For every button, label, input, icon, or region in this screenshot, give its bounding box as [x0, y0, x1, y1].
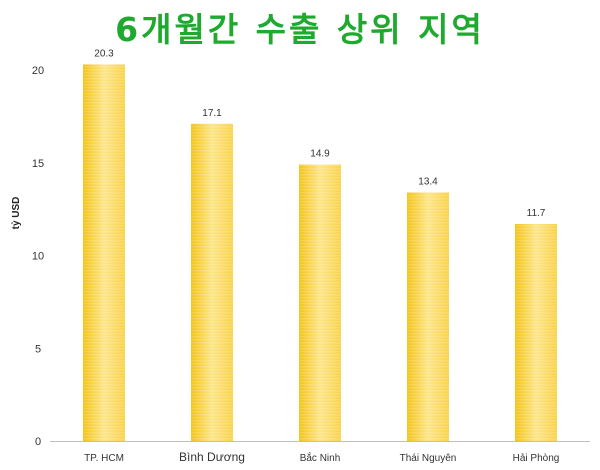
y-axis: 0 5 10 15 20 — [32, 65, 44, 448]
y-tick-label: 10 — [32, 251, 44, 263]
bar-texture — [515, 223, 557, 441]
x-tick-label: Bình Dương — [179, 450, 245, 464]
bar-value-label: 14.9 — [310, 149, 330, 160]
x-tick-label: Thái Nguyên — [400, 453, 457, 464]
bar — [83, 64, 125, 441]
y-tick-label: 20 — [32, 65, 44, 77]
x-tick-label: TP. HCM — [84, 453, 124, 464]
bar-value-label: 11.7 — [527, 208, 546, 219]
bar-value-label: 13.4 — [418, 176, 438, 187]
bar — [191, 123, 233, 442]
bar-texture — [407, 192, 449, 441]
bar-texture — [299, 164, 341, 442]
x-tick-label: Bắc Ninh — [300, 451, 341, 464]
bar — [407, 192, 449, 441]
bars — [83, 64, 557, 442]
x-axis: TP. HCM Bình Dương Bắc Ninh Thái Nguyên Hải … — [84, 450, 559, 464]
y-tick-label: 5 — [35, 343, 41, 355]
x-tick-label: Hải Phòng — [513, 453, 560, 464]
bar-value-label: 20.3 — [94, 48, 114, 59]
bar-value-label: 17.1 — [202, 108, 222, 119]
bar-texture — [191, 123, 233, 442]
y-tick-label: 15 — [32, 158, 44, 170]
bar — [299, 164, 341, 442]
chart-title: 6개월간 수출 상위 지역 — [115, 10, 485, 49]
y-axis-title-group: tỷ USD — [11, 197, 22, 230]
y-tick-label: 0 — [35, 436, 41, 448]
y-axis-title: tỷ USD — [11, 197, 22, 230]
value-labels: 20.3 17.1 14.9 13.4 11.7 — [94, 48, 546, 219]
bar-texture — [83, 64, 125, 441]
bar — [515, 223, 557, 441]
